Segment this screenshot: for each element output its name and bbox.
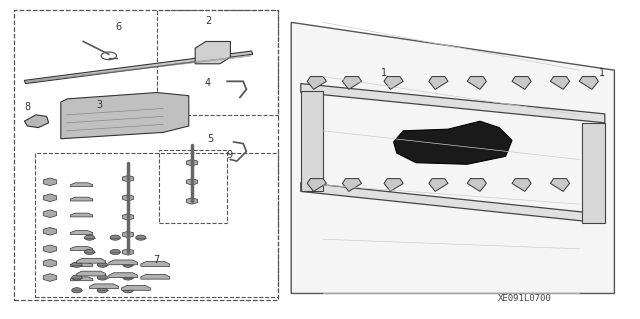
Text: 3: 3	[96, 100, 102, 110]
Polygon shape	[122, 286, 150, 290]
Polygon shape	[77, 258, 106, 263]
Polygon shape	[429, 77, 448, 89]
Polygon shape	[44, 274, 56, 281]
Circle shape	[97, 262, 108, 267]
Polygon shape	[467, 179, 486, 191]
Polygon shape	[467, 77, 486, 89]
Polygon shape	[109, 260, 138, 265]
Polygon shape	[77, 271, 106, 276]
Text: 5: 5	[207, 134, 213, 144]
Text: 2: 2	[205, 16, 211, 26]
Polygon shape	[70, 263, 93, 266]
Circle shape	[123, 275, 133, 280]
Polygon shape	[307, 179, 326, 191]
Polygon shape	[195, 41, 230, 64]
Polygon shape	[122, 214, 134, 220]
Circle shape	[84, 249, 95, 255]
Polygon shape	[24, 51, 253, 84]
Polygon shape	[550, 179, 570, 191]
Polygon shape	[44, 245, 56, 253]
Polygon shape	[342, 179, 362, 191]
Polygon shape	[70, 197, 93, 201]
Circle shape	[110, 235, 120, 240]
Text: XE091L0700: XE091L0700	[498, 294, 552, 303]
Text: 7: 7	[154, 255, 160, 265]
Polygon shape	[186, 179, 198, 185]
Polygon shape	[70, 231, 93, 234]
Polygon shape	[186, 198, 198, 204]
Circle shape	[72, 262, 82, 267]
Circle shape	[97, 288, 108, 293]
Text: 1: 1	[381, 68, 387, 78]
Circle shape	[123, 262, 133, 267]
Polygon shape	[342, 77, 362, 89]
Polygon shape	[186, 160, 198, 166]
Polygon shape	[429, 179, 448, 191]
Polygon shape	[44, 227, 56, 235]
Polygon shape	[301, 84, 605, 123]
Polygon shape	[44, 259, 56, 267]
Circle shape	[97, 275, 108, 280]
Polygon shape	[44, 210, 56, 218]
Polygon shape	[90, 284, 118, 289]
Polygon shape	[122, 231, 134, 238]
Polygon shape	[109, 273, 138, 278]
Polygon shape	[70, 213, 93, 217]
Circle shape	[136, 235, 146, 240]
Polygon shape	[44, 178, 56, 186]
Circle shape	[72, 288, 82, 293]
Circle shape	[72, 275, 82, 280]
Polygon shape	[512, 179, 531, 191]
Polygon shape	[122, 249, 134, 255]
Text: 1: 1	[598, 68, 605, 78]
Polygon shape	[141, 274, 170, 279]
Polygon shape	[70, 183, 93, 187]
Polygon shape	[384, 77, 403, 89]
Polygon shape	[44, 194, 56, 202]
Polygon shape	[61, 93, 189, 139]
Polygon shape	[582, 123, 605, 223]
Text: 6: 6	[115, 22, 122, 32]
Text: 8: 8	[24, 102, 31, 112]
Text: 4: 4	[205, 78, 211, 88]
Circle shape	[110, 249, 120, 255]
Polygon shape	[122, 195, 134, 201]
Polygon shape	[291, 22, 614, 293]
Polygon shape	[579, 77, 598, 89]
Text: 9: 9	[226, 150, 232, 160]
Polygon shape	[307, 77, 326, 89]
Polygon shape	[301, 91, 323, 191]
Polygon shape	[24, 115, 49, 128]
Polygon shape	[301, 182, 605, 223]
Polygon shape	[141, 262, 170, 266]
Circle shape	[123, 288, 133, 293]
Polygon shape	[70, 247, 93, 250]
Circle shape	[84, 235, 95, 240]
Polygon shape	[550, 77, 570, 89]
Polygon shape	[384, 179, 403, 191]
Polygon shape	[122, 175, 134, 182]
Polygon shape	[512, 77, 531, 89]
Polygon shape	[394, 121, 512, 164]
Polygon shape	[70, 277, 93, 281]
